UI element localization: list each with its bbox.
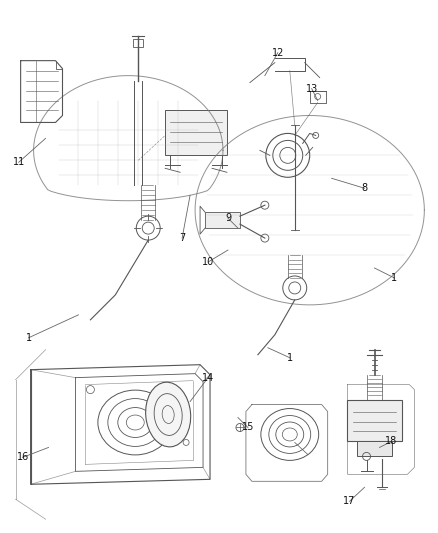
Text: 12: 12 [272, 47, 284, 58]
Text: 17: 17 [343, 496, 356, 506]
Text: 15: 15 [242, 423, 254, 432]
Bar [346, 400, 403, 441]
Text: 1: 1 [392, 273, 398, 283]
Text: 16: 16 [17, 453, 29, 463]
Bar [205, 212, 240, 228]
Text: 1: 1 [25, 333, 32, 343]
Bar [357, 441, 392, 456]
Text: 7: 7 [179, 233, 185, 243]
Bar [133, 39, 143, 47]
Text: 11: 11 [13, 157, 25, 167]
Text: 10: 10 [202, 257, 214, 267]
Text: 13: 13 [306, 84, 318, 94]
Bar [165, 110, 227, 155]
Text: 14: 14 [202, 373, 214, 383]
Text: 18: 18 [385, 437, 398, 447]
Text: 9: 9 [225, 213, 231, 223]
Text: 1: 1 [287, 353, 293, 363]
Ellipse shape [146, 382, 191, 447]
Text: 8: 8 [361, 183, 367, 193]
